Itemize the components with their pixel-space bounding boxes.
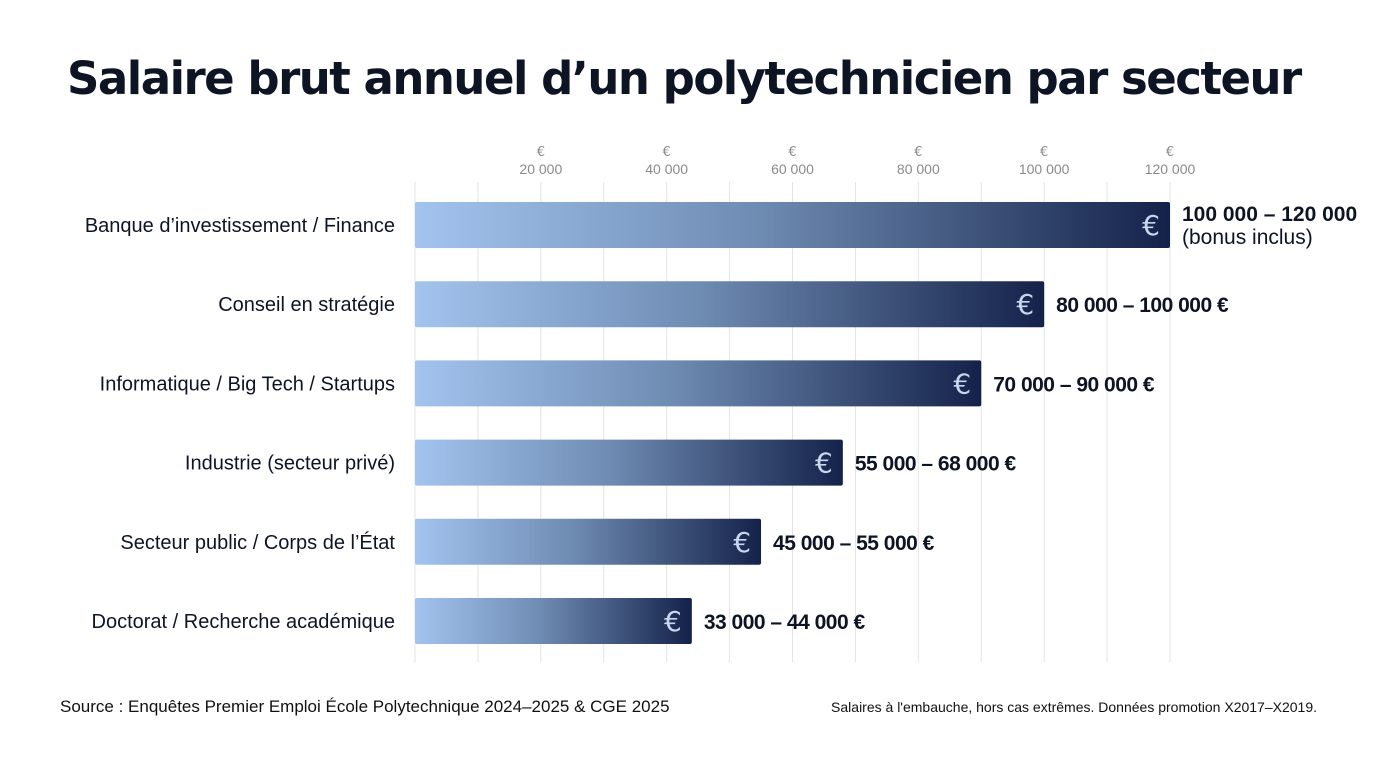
bar	[415, 360, 982, 407]
bar	[415, 518, 762, 565]
euro-icon: €	[953, 367, 971, 400]
x-tick-unit: €	[537, 145, 545, 160]
bar	[415, 202, 1170, 248]
x-tick-label: 120 000	[1145, 161, 1196, 177]
x-tick-label: 60 000	[771, 161, 814, 177]
euro-icon: €	[1142, 209, 1160, 242]
data-label: 80 000 – 100 000 €	[1056, 294, 1229, 317]
data-label-extra: (bonus inclus)	[1182, 226, 1313, 249]
x-tick-unit: €	[1040, 145, 1048, 160]
footnote: Salaires à l'embauche, hors cas extrêmes…	[831, 699, 1317, 715]
chart-title: Salaire brut annuel d’un polytechnicien …	[67, 52, 1302, 105]
euro-icon: €	[1016, 288, 1034, 321]
euro-icon: €	[733, 526, 751, 559]
x-tick-unit: €	[788, 145, 796, 160]
euro-icon: €	[664, 605, 682, 638]
x-tick-unit: €	[663, 145, 671, 160]
category-label: Doctorat / Recherche académique	[92, 611, 396, 633]
category-label: Conseil en stratégie	[218, 294, 395, 316]
x-tick-label: 20 000	[519, 161, 562, 177]
x-tick-unit: €	[1166, 145, 1174, 160]
bar	[415, 281, 1045, 328]
data-label: 45 000 – 55 000 €	[773, 532, 935, 555]
data-label: 33 000 – 44 000 €	[704, 611, 866, 634]
category-label: Banque d’investissement / Finance	[85, 215, 395, 237]
data-label: 100 000 – 120 000	[1182, 203, 1357, 226]
category-label: Secteur public / Corps de l’État	[120, 531, 395, 554]
category-label: Informatique / Big Tech / Startups	[100, 373, 395, 395]
category-label: Industrie (secteur privé)	[185, 453, 395, 475]
x-tick-label: 100 000	[1019, 161, 1070, 177]
data-label: 70 000 – 90 000 €	[993, 373, 1155, 396]
euro-icon: €	[815, 447, 833, 480]
bar	[415, 439, 843, 486]
bar	[415, 598, 692, 644]
data-label: 55 000 – 68 000 €	[855, 453, 1017, 476]
x-tick-unit: €	[914, 145, 922, 160]
x-tick-label: 40 000	[645, 161, 688, 177]
source-note: Source : Enquêtes Premier Emploi École P…	[60, 697, 670, 716]
x-tick-label: 80 000	[897, 161, 940, 177]
